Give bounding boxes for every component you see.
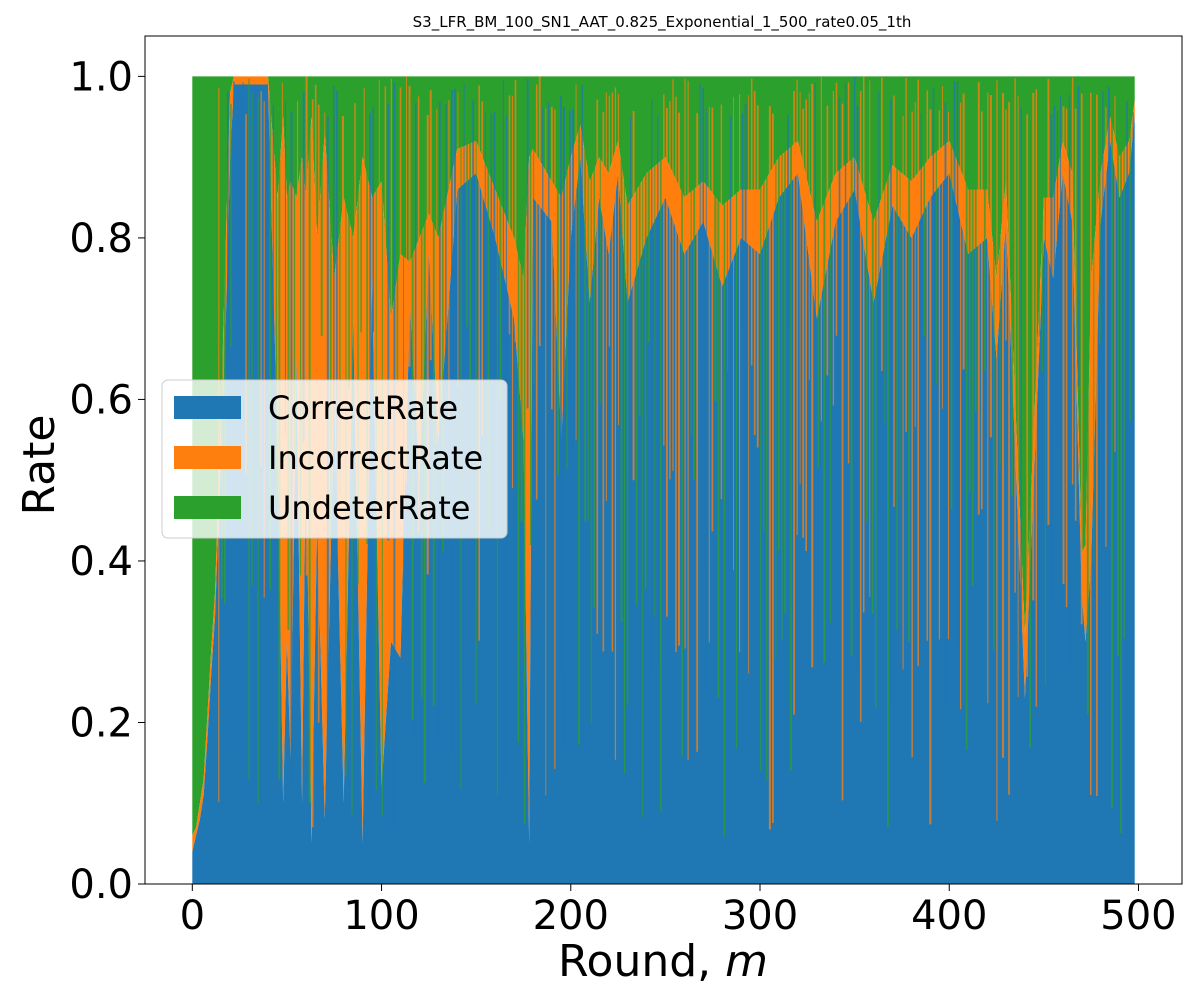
plot-area (144, 35, 1183, 885)
x-tick-label: 0 (180, 893, 205, 939)
rate-fluctuation-stripes (218, 76, 1134, 838)
y-tick-label: 0.4 (69, 539, 133, 585)
y-tick-label: 0.0 (69, 862, 133, 908)
y-axis: 0.0 0.2 0.4 0.6 0.8 1.0 (69, 54, 145, 908)
plot-frame (144, 35, 1183, 885)
x-tick-label: 100 (343, 893, 419, 939)
legend: CorrectRate IncorrectRate UndeterRate (161, 379, 508, 539)
y-tick-label: 0.6 (69, 377, 133, 423)
chart-title: S3_LFR_BM_100_SN1_AAT_0.825_Exponential_… (413, 13, 912, 32)
x-axis-label: Round, m (558, 936, 768, 987)
legend-label-incorrect: IncorrectRate (268, 439, 483, 477)
legend-swatch-undeter (174, 496, 241, 519)
legend-label-undeter: UndeterRate (268, 489, 470, 527)
x-tick-label: 500 (1100, 893, 1176, 939)
y-tick-label: 0.2 (69, 700, 133, 746)
x-tick-label: 200 (533, 893, 609, 939)
legend-box (161, 379, 508, 539)
legend-label-correct: CorrectRate (268, 389, 458, 427)
x-tick-label: 400 (911, 893, 987, 939)
y-tick-label: 0.8 (69, 216, 133, 262)
legend-swatch-incorrect (174, 446, 241, 469)
y-tick-label: 1.0 (69, 54, 133, 100)
x-axis: 0 100 200 300 400 500 (180, 884, 1177, 939)
area-undeter-rate (192, 76, 1135, 836)
legend-swatch-correct (174, 396, 241, 419)
x-tick-label: 300 (722, 893, 798, 939)
y-axis-label: Rate (14, 415, 65, 516)
